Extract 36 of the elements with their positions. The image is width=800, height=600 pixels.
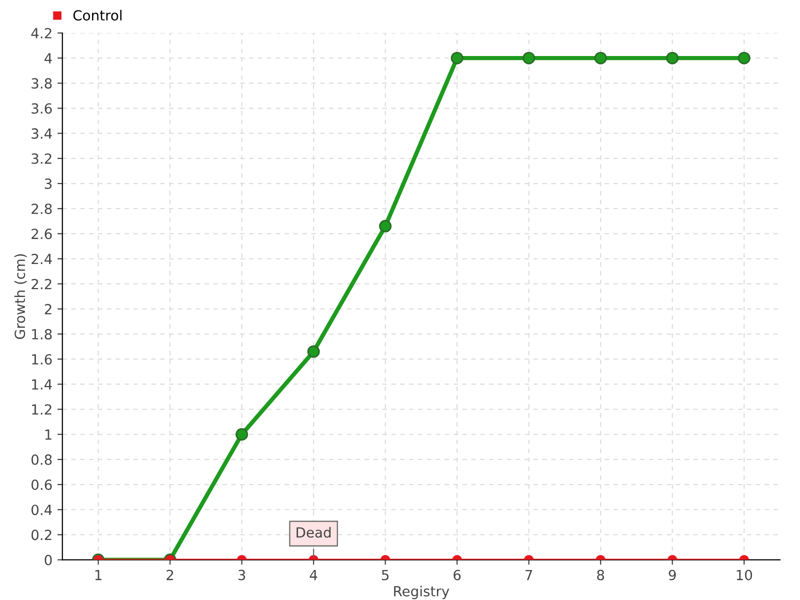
y-tick-label: 2.6 bbox=[32, 228, 52, 240]
y-tick-label: 3.4 bbox=[32, 128, 52, 139]
y-tick-label: 1.8 bbox=[32, 328, 52, 340]
y-tick-label: 0.6 bbox=[32, 480, 52, 490]
y-tick-label: 1.2 bbox=[32, 404, 52, 415]
y-tick-label: 1.6 bbox=[32, 354, 52, 365]
y-tick-label: 0.4 bbox=[32, 504, 52, 516]
x-tick-label: 5 bbox=[382, 570, 389, 580]
y-tick-label: 2 bbox=[44, 304, 52, 314]
x-tick-label: 10 bbox=[736, 570, 752, 580]
y-axis-title: Growth (cm) bbox=[14, 254, 27, 339]
x-tick-label: 3 bbox=[238, 570, 246, 580]
y-tick-label: 0.8 bbox=[32, 454, 52, 465]
y-tick-label: 3.6 bbox=[32, 103, 52, 114]
x-axis-title: Registry bbox=[394, 586, 450, 600]
y-tick-label: 2.2 bbox=[32, 278, 52, 290]
y-tick-label: 4.2 bbox=[31, 28, 52, 38]
x-tick-label: 7 bbox=[526, 570, 532, 580]
y-tick-label: 1.4 bbox=[32, 379, 52, 390]
x-tick-label: 8 bbox=[597, 570, 604, 580]
y-tick-label: 1 bbox=[45, 430, 52, 440]
y-tick-label: 4 bbox=[44, 53, 52, 64]
y-tick-label: 3 bbox=[44, 178, 52, 189]
x-tick-label: 2 bbox=[166, 570, 174, 580]
x-tick-label: 4 bbox=[310, 570, 318, 580]
x-tick-label: 9 bbox=[668, 570, 676, 580]
y-tick-label: 0 bbox=[44, 554, 52, 566]
y-tick-label: 0.2 bbox=[32, 530, 52, 540]
annotation: Dead bbox=[296, 526, 331, 538]
y-tick-label: 3.2 bbox=[32, 153, 52, 164]
x-tick-label: 6 bbox=[454, 570, 461, 580]
y-tick-label: 2.4 bbox=[32, 254, 52, 264]
y-tick-label: 3.8 bbox=[32, 78, 52, 89]
y-tick-label: 2.8 bbox=[32, 204, 52, 214]
x-tick-label: 1 bbox=[95, 570, 102, 580]
legend-label: Control bbox=[73, 10, 122, 21]
